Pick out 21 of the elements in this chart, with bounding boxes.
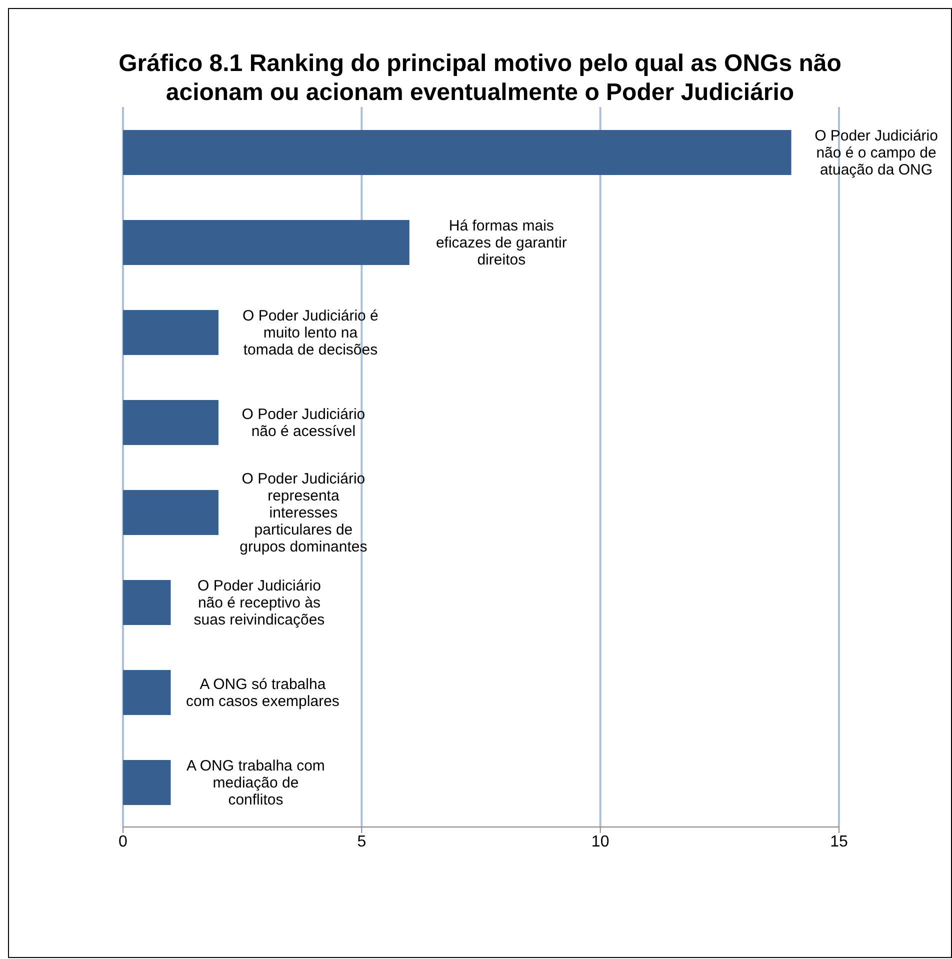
- chart-title: Gráfico 8.1 Ranking do principal motivo pelo qual as ONGs não acionam ou acionam eventualmente o Poder Judiciário: [118, 49, 842, 107]
- y-tick-label: O Poder Judiciário não é receptivo às suas reivindicações: [194, 577, 325, 628]
- bar: [123, 580, 171, 625]
- y-tick-label: O Poder Judiciário representa interesses particulares de grupos dominantes: [240, 470, 368, 555]
- y-tick-label: A ONG trabalha com mediação de conflitos: [186, 757, 325, 808]
- bar: [123, 490, 218, 535]
- x-tick-label: 0: [118, 833, 128, 850]
- bar: [123, 220, 410, 265]
- y-tick-label: O Poder Judiciário não é acessível: [242, 406, 366, 440]
- y-tick-label: A ONG só trabalha com casos exemplares: [186, 676, 340, 710]
- y-tick-label: O Poder Judiciário não é o campo de atuação da ONG: [814, 127, 938, 178]
- bar: [123, 670, 171, 715]
- x-tick-label: 5: [357, 833, 366, 850]
- x-tick-label: 10: [591, 833, 610, 850]
- bar: [123, 760, 171, 805]
- bar: [123, 310, 218, 355]
- bar: [123, 400, 218, 445]
- bar: [123, 130, 792, 175]
- y-tick-label: Há formas mais eficazes de garantir direitos: [436, 217, 567, 268]
- y-tick-label: O Poder Judiciário é muito lento na tomada de decisões: [242, 307, 378, 358]
- x-tick-label: 15: [830, 833, 848, 850]
